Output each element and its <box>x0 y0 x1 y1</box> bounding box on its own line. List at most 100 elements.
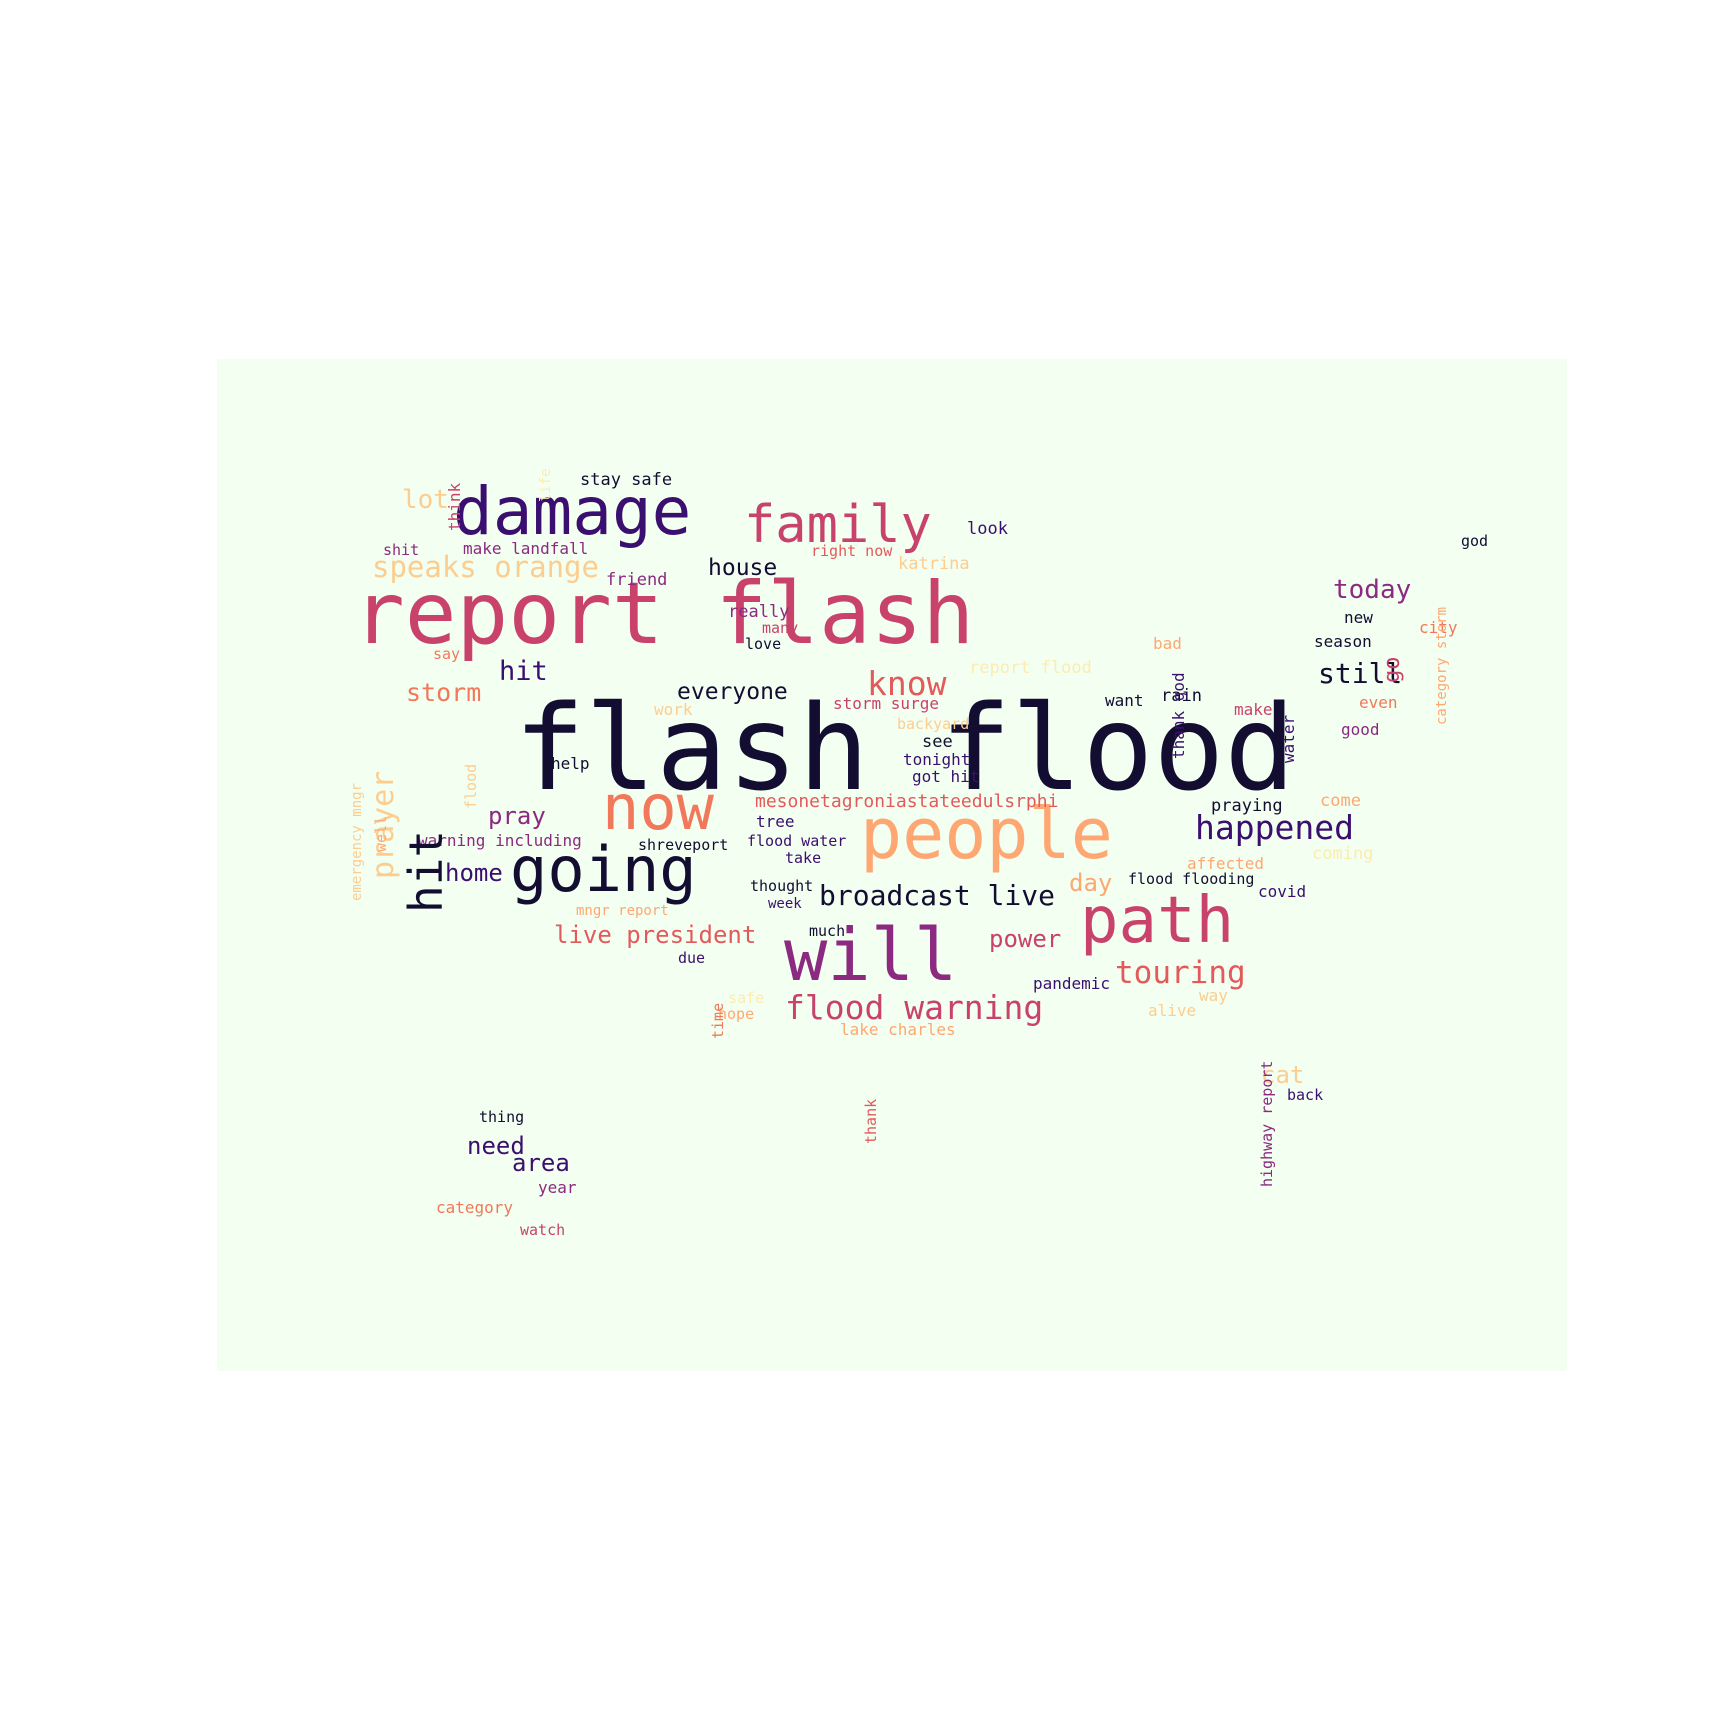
word-house: house <box>708 555 778 581</box>
word-flood-warning: flood warning <box>785 988 1044 1027</box>
word-covid: covid <box>1258 882 1307 901</box>
word-mesonet: mesonetagroniastateedulsrphi <box>755 791 1059 812</box>
word-rain: rain <box>1161 686 1202 706</box>
word-touring: touring <box>1115 955 1246 991</box>
word-really: really <box>728 602 790 622</box>
word-area: area <box>512 1149 570 1177</box>
word-report-flood: report flood <box>969 658 1092 678</box>
word-thank-god: thank god <box>1169 672 1188 759</box>
word-think: think <box>445 482 464 531</box>
word-pandemic: pandemic <box>1033 974 1111 993</box>
word-tree: tree <box>756 812 795 831</box>
word-time: time <box>709 1002 727 1039</box>
word-new: new <box>1344 608 1373 627</box>
word-flood-vertical: flood <box>462 763 480 809</box>
word-look: look <box>967 519 1008 539</box>
word-shit: shit <box>383 541 420 559</box>
word-affected: affected <box>1187 854 1265 873</box>
word-many: many <box>762 619 799 637</box>
word-category-storm: category storm <box>1434 606 1450 725</box>
word-cat: cat <box>1261 1061 1305 1089</box>
word-day: day <box>1069 869 1113 897</box>
word-season: season <box>1314 632 1372 651</box>
word-storm-surge: storm surge <box>833 694 939 713</box>
word-praying: praying <box>1211 796 1283 816</box>
word-happened: happened <box>1195 808 1354 847</box>
word-coming: coming <box>1312 844 1374 864</box>
word-got-hit: got hit <box>912 767 980 786</box>
word-safe: safe <box>728 989 765 1007</box>
word-backyard: backyard <box>897 715 970 733</box>
word-pray: pray <box>488 802 546 830</box>
word-take: take <box>785 849 822 867</box>
word-today: today <box>1333 575 1412 605</box>
word-come: come <box>1320 791 1361 811</box>
word-thing: thing <box>479 1108 525 1126</box>
word-power: power <box>989 925 1062 953</box>
word-shreveport: shreveport <box>638 836 729 854</box>
word-make-landfall: make landfall <box>463 539 589 558</box>
word-back: back <box>1287 1086 1324 1104</box>
word-stay-safe: stay safe <box>580 470 673 490</box>
word-way: way <box>1199 986 1228 1005</box>
word-broadcast-live: broadcast live <box>819 879 1056 912</box>
word-damage: damage <box>453 473 692 550</box>
word-god: god <box>1461 532 1489 550</box>
word-hope: hope <box>718 1005 755 1023</box>
word-tonight: tonight <box>903 750 971 769</box>
word-katrina: katrina <box>898 554 970 574</box>
word-want: want <box>1105 691 1144 710</box>
word-life: life <box>538 468 554 502</box>
word-friend: friend <box>606 570 668 590</box>
word-make: make <box>1234 700 1273 719</box>
word-know: know <box>867 664 947 703</box>
word-thought: thought <box>750 877 814 895</box>
word-city: city <box>1419 618 1458 637</box>
word-say: say <box>433 645 461 663</box>
word-home: home <box>445 859 503 887</box>
word-week: week <box>768 896 802 912</box>
word-flash-flood: flash flood <box>514 679 1296 817</box>
word-even: even <box>1359 693 1398 712</box>
word-path: path <box>1080 884 1235 958</box>
word-cloud-canvas: flash flood report flash damage family p… <box>217 359 1567 1371</box>
word-hit: hit <box>399 829 453 913</box>
word-good: good <box>1341 720 1380 739</box>
word-now: now <box>602 771 714 844</box>
word-year: year <box>538 1178 577 1197</box>
word-love: love <box>745 635 782 653</box>
word-going: going <box>510 833 697 906</box>
word-report-flash: report flash <box>353 564 975 664</box>
word-lot: lot <box>402 485 449 515</box>
word-live-president: live president <box>554 921 757 949</box>
word-warning-including: warning including <box>418 831 582 850</box>
word-everyone: everyone <box>677 679 788 705</box>
word-flood-flooding: flood flooding <box>1128 870 1255 888</box>
word-thank: thank <box>862 1098 880 1144</box>
word-much: much <box>809 922 846 940</box>
word-see: see <box>922 732 953 752</box>
word-lake-charles: lake charles <box>840 1020 956 1039</box>
word-right-now: right now <box>811 542 893 560</box>
word-family: family <box>744 495 932 555</box>
word-category: category <box>436 1198 514 1217</box>
word-watch: watch <box>520 1221 566 1239</box>
word-rsbnetworks-broadcast: hit <box>499 656 548 687</box>
word-work: work <box>654 700 693 719</box>
word-due: due <box>678 949 706 967</box>
word-highway-report: highway report <box>1258 1060 1276 1187</box>
word-need: need <box>467 1132 525 1160</box>
word-bad: bad <box>1153 634 1182 653</box>
word-water: water <box>1279 714 1298 763</box>
word-well: well <box>372 815 390 852</box>
word-emergency-mngr: emergency mngr <box>349 782 365 901</box>
word-still: still <box>1318 657 1403 690</box>
word-help: help <box>551 754 590 773</box>
word-speaks-orange: speaks orange <box>372 550 599 584</box>
word-will: will <box>784 913 958 997</box>
word-alive: alive <box>1148 1001 1197 1020</box>
word-go: go <box>1380 656 1405 684</box>
word-people: people <box>860 793 1113 875</box>
word-flood-water: flood water <box>747 832 847 850</box>
word-storm: storm <box>406 678 482 707</box>
